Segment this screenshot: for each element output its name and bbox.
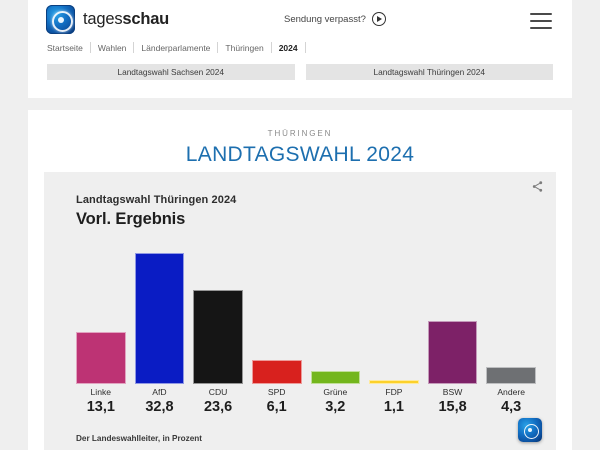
party-value-spd: 6,1	[266, 399, 287, 415]
party-value-fdp: 1,1	[383, 399, 405, 415]
chart-source-note: Der Landeswahlleiter, in Prozent	[76, 434, 203, 443]
chart-plot-area	[76, 244, 536, 384]
burger-line-1	[530, 13, 552, 16]
label-column-fdp: FDP 1,1	[369, 386, 419, 416]
chart-subtitle: Vorl. Ergebnis	[76, 210, 186, 228]
tab-landtagswahl-thueringen-2024[interactable]: Landtagswahl Thüringen 2024	[305, 64, 553, 80]
label-column-bsw: BSW 15,8	[428, 386, 478, 416]
breadcrumb: Startseite Wahlen Länderparlamente Thüri…	[47, 42, 306, 53]
label-column-linke: Linke 13,1	[76, 386, 126, 416]
bar-column-cdu	[193, 244, 243, 384]
party-name-spd: SPD	[267, 387, 286, 397]
party-name-afd: AfD	[152, 387, 167, 397]
bar-fdp	[369, 379, 419, 384]
breadcrumb-separator	[304, 42, 306, 53]
chart-bars	[76, 244, 536, 384]
burger-line-3	[530, 26, 552, 29]
bar-andere	[486, 366, 536, 384]
tagesschau-app-icon[interactable]	[518, 418, 542, 442]
election-result-chart-card: Landtagswahl Thüringen 2024 Vorl. Ergebn…	[44, 172, 556, 450]
site-header-block: tagesschau Sendung verpasst? Startseite …	[28, 0, 572, 98]
breadcrumb-separator	[89, 42, 91, 53]
party-name-fdp: FDP	[385, 387, 403, 397]
breadcrumb-item-laenderparlamente[interactable]: Länderparlamente	[141, 42, 211, 53]
sendung-verpasst-label: Sendung verpasst?	[284, 13, 366, 25]
brand-light: tages	[83, 10, 123, 28]
bar-column-bsw	[427, 244, 478, 384]
party-value-bsw: 15,8	[438, 399, 467, 415]
breadcrumb-separator	[217, 42, 219, 53]
bar-cdu	[193, 289, 243, 384]
bar-column-linke	[76, 244, 126, 384]
breadcrumb-separator	[133, 42, 135, 53]
page-title: LANDTAGSWAHL 2024	[185, 143, 415, 166]
main-content-block: THÜRINGEN LANDTAGSWAHL 2024 Landtagswahl…	[28, 110, 572, 450]
bar-column-spd	[251, 244, 302, 384]
party-value-andere: 4,3	[501, 399, 522, 415]
chart-axis-labels: Linke 13,1 AfD 32,8 CDU 23,6 SPD 6,1 Grü…	[76, 386, 536, 416]
tagesschau-globe-icon	[46, 5, 75, 34]
sendung-verpasst-link[interactable]: Sendung verpasst?	[284, 12, 386, 26]
bar-column-fdp	[369, 244, 419, 384]
label-column-cdu: CDU 23,6	[193, 386, 243, 416]
label-column-spd: SPD 6,1	[252, 386, 302, 416]
party-name-cdu: CDU	[208, 387, 228, 397]
party-value-gruene: 3,2	[325, 399, 346, 415]
share-icon[interactable]	[531, 180, 544, 193]
party-name-andere: Andere	[497, 387, 526, 397]
site-logo[interactable]: tagesschau	[46, 5, 169, 34]
party-name-gruene: Grüne	[323, 387, 348, 397]
breadcrumb-item-wahlen[interactable]: Wahlen	[97, 42, 127, 53]
brand-wordmark: tagesschau	[83, 10, 169, 29]
bar-afd	[134, 252, 185, 384]
breadcrumb-separator	[270, 42, 272, 53]
play-circle-icon[interactable]	[371, 12, 386, 26]
bar-gruene	[310, 371, 361, 384]
election-tabs: Landtagswahl Sachsen 2024 Landtagswahl T…	[47, 64, 553, 80]
burger-line-2	[530, 19, 552, 23]
party-name-bsw: BSW	[442, 387, 463, 397]
party-value-linke: 13,1	[86, 399, 115, 415]
breadcrumb-item-thueringen[interactable]: Thüringen	[225, 42, 264, 53]
hamburger-menu-icon[interactable]	[530, 13, 552, 29]
party-name-linke: Linke	[90, 387, 112, 397]
chart-title: Landtagswahl Thüringen 2024	[76, 194, 237, 206]
bar-column-gruene	[310, 244, 361, 384]
party-value-cdu: 23,6	[203, 399, 233, 415]
bar-spd	[251, 359, 302, 384]
tab-landtagswahl-sachsen-2024[interactable]: Landtagswahl Sachsen 2024	[47, 64, 295, 80]
breadcrumb-item-2024[interactable]: 2024	[278, 42, 298, 53]
bar-column-andere	[486, 244, 536, 384]
breadcrumb-item-startseite[interactable]: Startseite	[47, 42, 83, 53]
site-header: tagesschau Sendung verpasst?	[28, 0, 572, 45]
brand-bold: schau	[122, 10, 170, 28]
bar-bsw	[427, 320, 478, 384]
label-column-andere: Andere 4,3	[486, 386, 536, 416]
party-value-afd: 32,8	[145, 399, 174, 415]
page-kicker: THÜRINGEN	[267, 129, 333, 138]
bar-linke	[76, 331, 126, 384]
label-column-afd: AfD 32,8	[135, 386, 185, 416]
bar-column-afd	[134, 244, 185, 384]
label-column-gruene: Grüne 3,2	[311, 386, 361, 416]
